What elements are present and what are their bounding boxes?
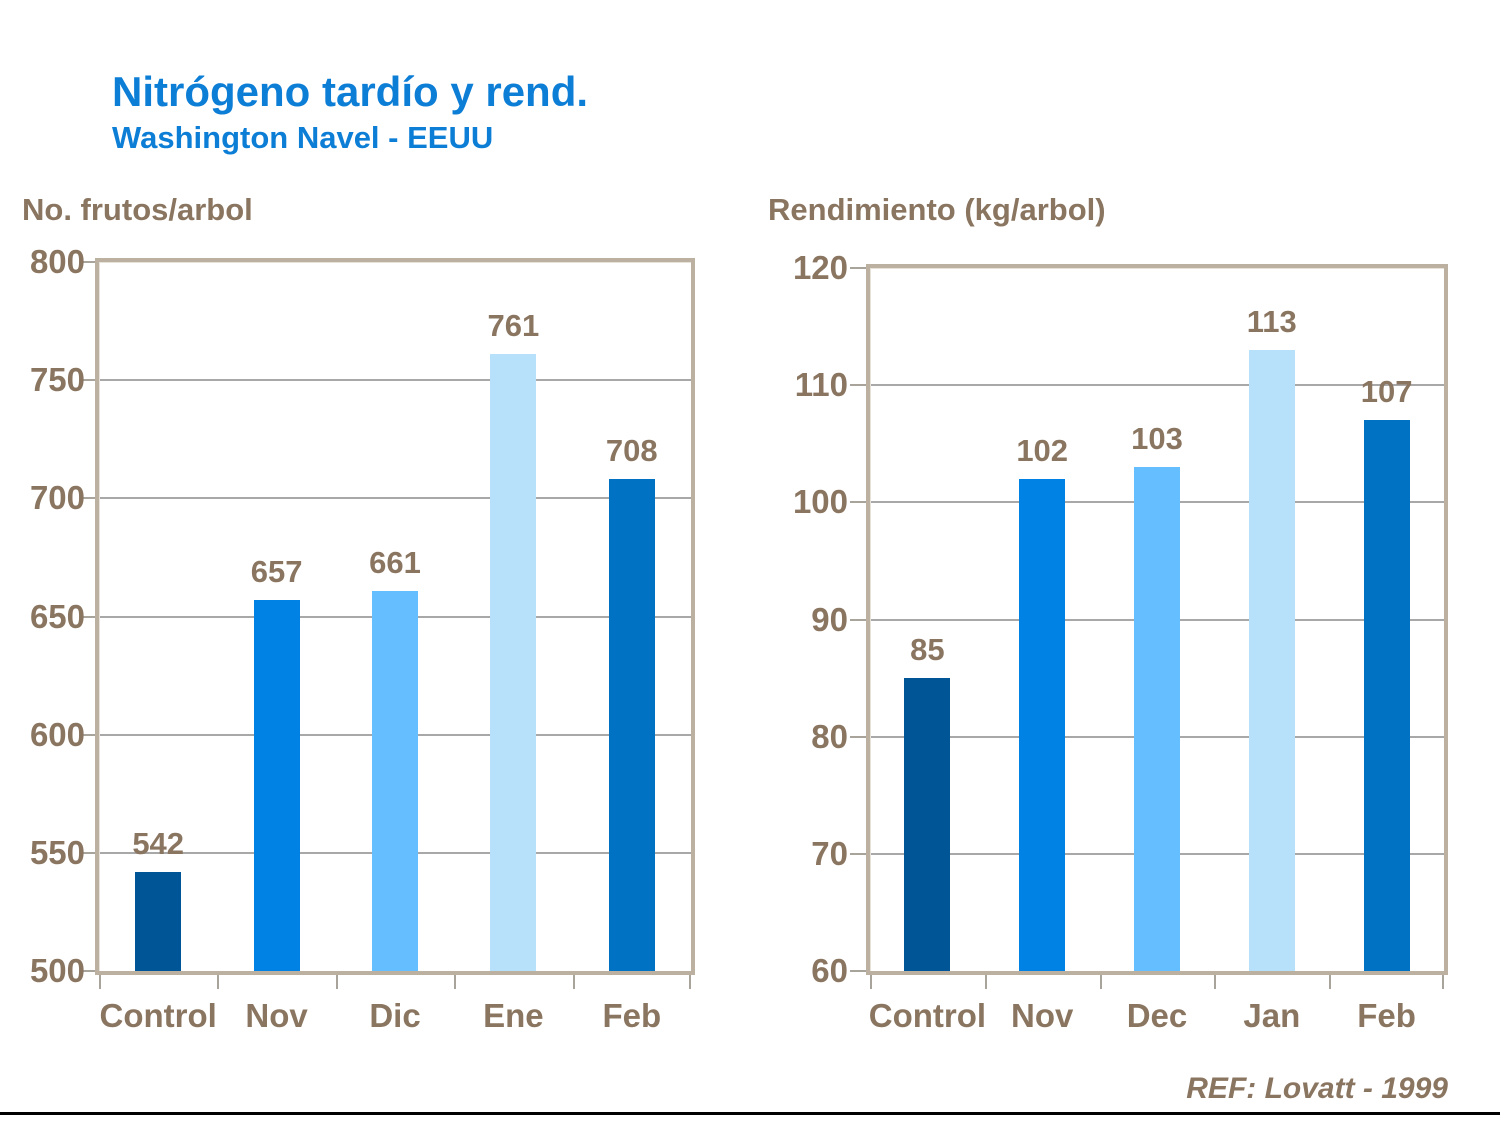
x-axis-tick	[1329, 975, 1332, 989]
y-axis-label: 750	[29, 361, 85, 399]
bar-rendimiento-feb	[1363, 420, 1410, 971]
y-axis-label: 120	[792, 249, 848, 286]
bar-frutos-control	[135, 871, 182, 971]
y-axis-tick	[79, 615, 99, 618]
bar-rendimiento-dec	[1134, 467, 1180, 971]
bar-value-label: 103	[1131, 421, 1183, 457]
y-axis-tick	[79, 733, 99, 736]
plot-area-frutos	[95, 258, 695, 975]
x-axis-tick	[1442, 975, 1444, 989]
x-axis-tick	[454, 975, 457, 989]
plot-area-rendimiento	[866, 264, 1448, 975]
x-axis-label-nov: Nov	[245, 997, 308, 1034]
gridline-frutos-700	[99, 497, 691, 500]
y-axis-label: 550	[29, 833, 85, 871]
x-axis-label-feb: Feb	[1357, 997, 1416, 1034]
bar-rendimiento-nov	[1019, 478, 1066, 971]
x-axis-label-jan: Jan	[1243, 997, 1301, 1034]
y-axis-label: 110	[794, 366, 848, 404]
bar-value-label: 708	[605, 433, 658, 469]
page-subtitle: Washington Navel - EEUU	[112, 120, 494, 155]
x-axis-label-control: Control	[868, 997, 987, 1034]
bar-rendimiento-jan	[1248, 350, 1295, 971]
y-axis-tick	[79, 261, 99, 263]
gridline-rendimiento-110	[870, 384, 1444, 387]
reference-text: REF: Lovatt - 1999	[1186, 1072, 1448, 1105]
y-axis-tick	[850, 735, 870, 738]
bar-value-label: 661	[369, 544, 421, 580]
y-axis-label: 60	[811, 952, 848, 989]
page-title: Nitrógeno tardío y rend.	[112, 68, 589, 115]
x-axis-tick	[99, 975, 101, 989]
y-axis-tick	[79, 851, 99, 854]
bar-value-label: 542	[132, 825, 185, 861]
bar-frutos-feb	[608, 479, 655, 971]
bar-value-label: 657	[250, 553, 303, 589]
y-axis-tick	[79, 379, 99, 382]
bar-value-label: 113	[1246, 304, 1297, 340]
y-axis-label: 90	[811, 600, 848, 638]
y-axis-tick	[850, 501, 870, 504]
bar-frutos-dic	[372, 590, 418, 971]
bar-value-label: 102	[1016, 432, 1069, 468]
left-chart-axis-title: No. frutos/arbol	[22, 192, 253, 227]
x-axis-tick	[689, 975, 691, 989]
x-axis-label-feb: Feb	[602, 997, 662, 1034]
y-axis-tick	[79, 497, 99, 500]
right-chart-axis-title: Rendimiento (kg/arbol)	[768, 192, 1106, 227]
gridline-frutos-750	[99, 379, 691, 382]
bar-rendimiento-control	[904, 678, 951, 971]
y-axis-label: 600	[29, 715, 85, 753]
bar-frutos-ene	[490, 354, 537, 971]
bar-value-label: 761	[487, 308, 540, 344]
y-axis-label: 100	[792, 483, 848, 521]
x-axis-tick	[1214, 975, 1217, 989]
x-axis-label-nov: Nov	[1011, 997, 1074, 1034]
y-axis-label: 800	[29, 243, 85, 280]
y-axis-tick	[850, 618, 870, 621]
y-axis-label: 500	[29, 952, 85, 989]
bottom-divider	[0, 1112, 1500, 1115]
bar-value-label: 85	[910, 632, 945, 668]
y-axis-tick	[850, 384, 870, 387]
y-axis-tick	[79, 970, 99, 972]
x-axis-tick	[217, 975, 220, 989]
y-axis-tick	[850, 267, 870, 269]
bar-frutos-nov	[253, 599, 300, 971]
x-axis-tick	[984, 975, 987, 989]
x-axis-label-ene: Ene	[483, 997, 544, 1034]
x-axis-tick	[870, 975, 872, 989]
x-axis-tick	[335, 975, 338, 989]
y-axis-tick	[850, 970, 870, 972]
x-axis-label-dec: Dec	[1126, 997, 1188, 1034]
y-axis-label: 650	[29, 597, 85, 635]
y-axis-label: 700	[29, 479, 85, 517]
x-axis-label-dic: Dic	[369, 997, 421, 1034]
x-axis-tick	[572, 975, 575, 989]
y-axis-tick	[850, 852, 870, 855]
y-axis-label: 80	[811, 717, 848, 755]
x-axis-tick	[1099, 975, 1102, 989]
y-axis-label: 70	[811, 834, 848, 872]
x-axis-label-control: Control	[99, 997, 217, 1034]
bar-value-label: 107	[1360, 374, 1413, 410]
